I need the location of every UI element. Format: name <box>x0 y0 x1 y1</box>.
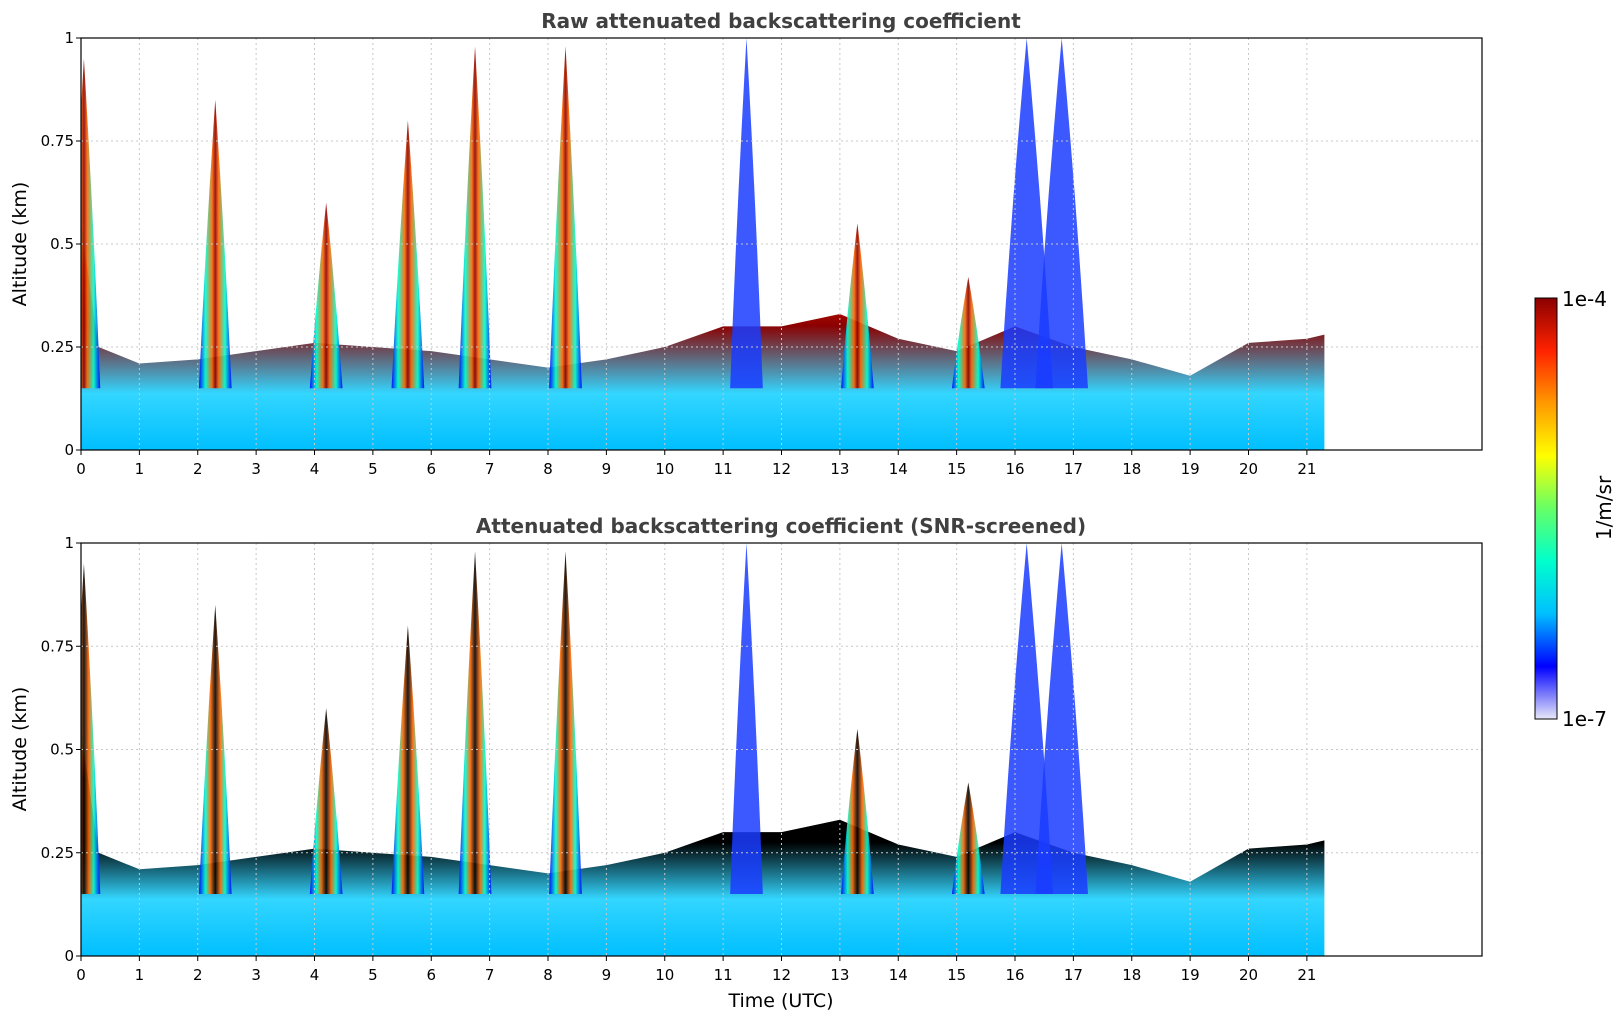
x-tick-label: 4 <box>310 460 320 478</box>
x-tick-label: 9 <box>602 966 612 984</box>
x-tick-label: 11 <box>714 460 733 478</box>
cloud-plume-9 <box>1000 543 1053 895</box>
x-tick-label: 12 <box>772 460 791 478</box>
x-tick-label: 16 <box>1005 460 1024 478</box>
cloud-plume-3 <box>391 120 425 389</box>
cloud-plume-1 <box>198 604 232 895</box>
cloud-plume-8 <box>951 782 985 895</box>
x-tick-label: 0 <box>76 460 86 478</box>
cloud-plume-9 <box>1000 38 1053 389</box>
panel2-ylabel: Altitude (km) <box>9 687 31 812</box>
panel1-title: Raw attenuated backscattering coefficien… <box>541 9 1021 33</box>
cloud-plume-0 <box>81 58 101 389</box>
cloud-plume-2 <box>309 202 343 389</box>
x-tick-label: 11 <box>714 966 733 984</box>
y-tick-label: 0.25 <box>41 844 74 862</box>
y-tick-label: 0.75 <box>41 637 74 655</box>
cloud-plume-6 <box>730 38 763 389</box>
cloud-plume-6 <box>730 543 763 895</box>
panel1-heatmap <box>81 38 1325 450</box>
panel2-x-ticks: 0 1 2 3 4 5 6 7 8 9 10 11 12 13 14 15 16 17 18 19 20 21 <box>76 956 1316 984</box>
x-tick-label: 16 <box>1005 966 1024 984</box>
snr-screened-panel: Attenuated backscattering coefficient (S… <box>9 514 1483 1012</box>
x-tick-label: 15 <box>947 460 966 478</box>
cloud-plume-5 <box>549 551 582 895</box>
x-tick-label: 5 <box>368 966 378 984</box>
x-tick-label: 20 <box>1239 460 1258 478</box>
panel1-ylabel: Altitude (km) <box>9 182 31 307</box>
x-tick-label: 0 <box>76 966 86 984</box>
x-tick-label: 6 <box>426 966 436 984</box>
x-tick-label: 14 <box>889 460 908 478</box>
panel2-grid <box>81 543 1482 956</box>
x-tick-label: 12 <box>772 966 791 984</box>
cloud-plume-10 <box>1035 38 1088 389</box>
x-tick-label: 13 <box>830 460 849 478</box>
x-tick-label: 18 <box>1122 460 1141 478</box>
cloud-plume-3 <box>391 625 425 895</box>
x-tick-label: 10 <box>655 460 674 478</box>
y-tick-label: 1 <box>64 534 74 552</box>
y-tick-label: 0 <box>64 947 74 965</box>
x-tick-label: 21 <box>1297 460 1316 478</box>
panel2-y-ticks: 0 0.25 0.5 0.75 1 <box>41 534 81 965</box>
cloud-plume-5 <box>549 46 582 389</box>
y-tick-label: 0 <box>64 441 74 459</box>
cloud-plume-1 <box>198 99 232 389</box>
x-tick-label: 5 <box>368 460 378 478</box>
x-tick-label: 15 <box>947 966 966 984</box>
x-tick-label: 1 <box>135 460 145 478</box>
y-tick-label: 0.75 <box>41 132 74 150</box>
x-tick-label: 20 <box>1239 966 1258 984</box>
panel2-xlabel: Time (UTC) <box>727 990 833 1012</box>
cloud-plume-8 <box>951 276 985 389</box>
x-tick-label: 3 <box>251 966 261 984</box>
colorbar-max-label: 1e-4 <box>1562 287 1607 311</box>
cloud-plume-7 <box>841 223 874 389</box>
cloud-plume-4 <box>458 551 492 895</box>
x-tick-label: 6 <box>426 460 436 478</box>
x-tick-label: 17 <box>1064 966 1083 984</box>
colorbar-bar <box>1534 297 1558 720</box>
boundary-layer-region <box>81 728 1325 956</box>
x-tick-label: 19 <box>1181 966 1200 984</box>
cloud-plume-2 <box>309 708 343 895</box>
y-tick-label: 0.5 <box>50 235 74 253</box>
boundary-layer-region <box>81 223 1325 450</box>
x-tick-label: 10 <box>655 966 674 984</box>
y-tick-label: 1 <box>64 29 74 47</box>
x-tick-label: 2 <box>193 460 203 478</box>
colorbar-label: 1/m/sr <box>1592 475 1616 540</box>
panel2-title: Attenuated backscattering coefficient (S… <box>476 514 1086 538</box>
x-tick-label: 8 <box>543 966 553 984</box>
x-tick-label: 18 <box>1122 966 1141 984</box>
x-tick-label: 1 <box>135 966 145 984</box>
x-tick-label: 17 <box>1064 460 1083 478</box>
x-tick-label: 7 <box>485 966 495 984</box>
panel2-heatmap <box>81 543 1325 956</box>
x-tick-label: 9 <box>602 460 612 478</box>
x-tick-label: 13 <box>830 966 849 984</box>
x-tick-label: 21 <box>1297 966 1316 984</box>
x-tick-label: 14 <box>889 966 908 984</box>
x-tick-label: 2 <box>193 966 203 984</box>
x-tick-label: 4 <box>310 966 320 984</box>
colorbar-min-label: 1e-7 <box>1562 707 1607 731</box>
cloud-plume-7 <box>841 728 874 895</box>
x-tick-label: 7 <box>485 460 495 478</box>
y-tick-label: 0.5 <box>50 741 74 759</box>
panel1-grid <box>81 38 1482 450</box>
raw-backscatter-panel: Raw attenuated backscattering coefficien… <box>9 9 1483 478</box>
x-tick-label: 3 <box>251 460 261 478</box>
cloud-plume-0 <box>81 563 101 895</box>
colorbar: 1e-4 1e-7 1/m/sr <box>1534 287 1616 731</box>
x-tick-label: 8 <box>543 460 553 478</box>
panel1-y-ticks: 0 0.25 0.5 0.75 1 <box>41 29 81 459</box>
panel1-x-ticks: 0 1 2 3 4 5 6 7 8 9 10 11 12 13 14 15 16 17 18 19 20 21 <box>76 450 1316 478</box>
cloud-plume-10 <box>1035 543 1088 895</box>
y-tick-label: 0.25 <box>41 338 74 356</box>
cloud-plume-4 <box>458 46 492 389</box>
x-tick-label: 19 <box>1181 460 1200 478</box>
